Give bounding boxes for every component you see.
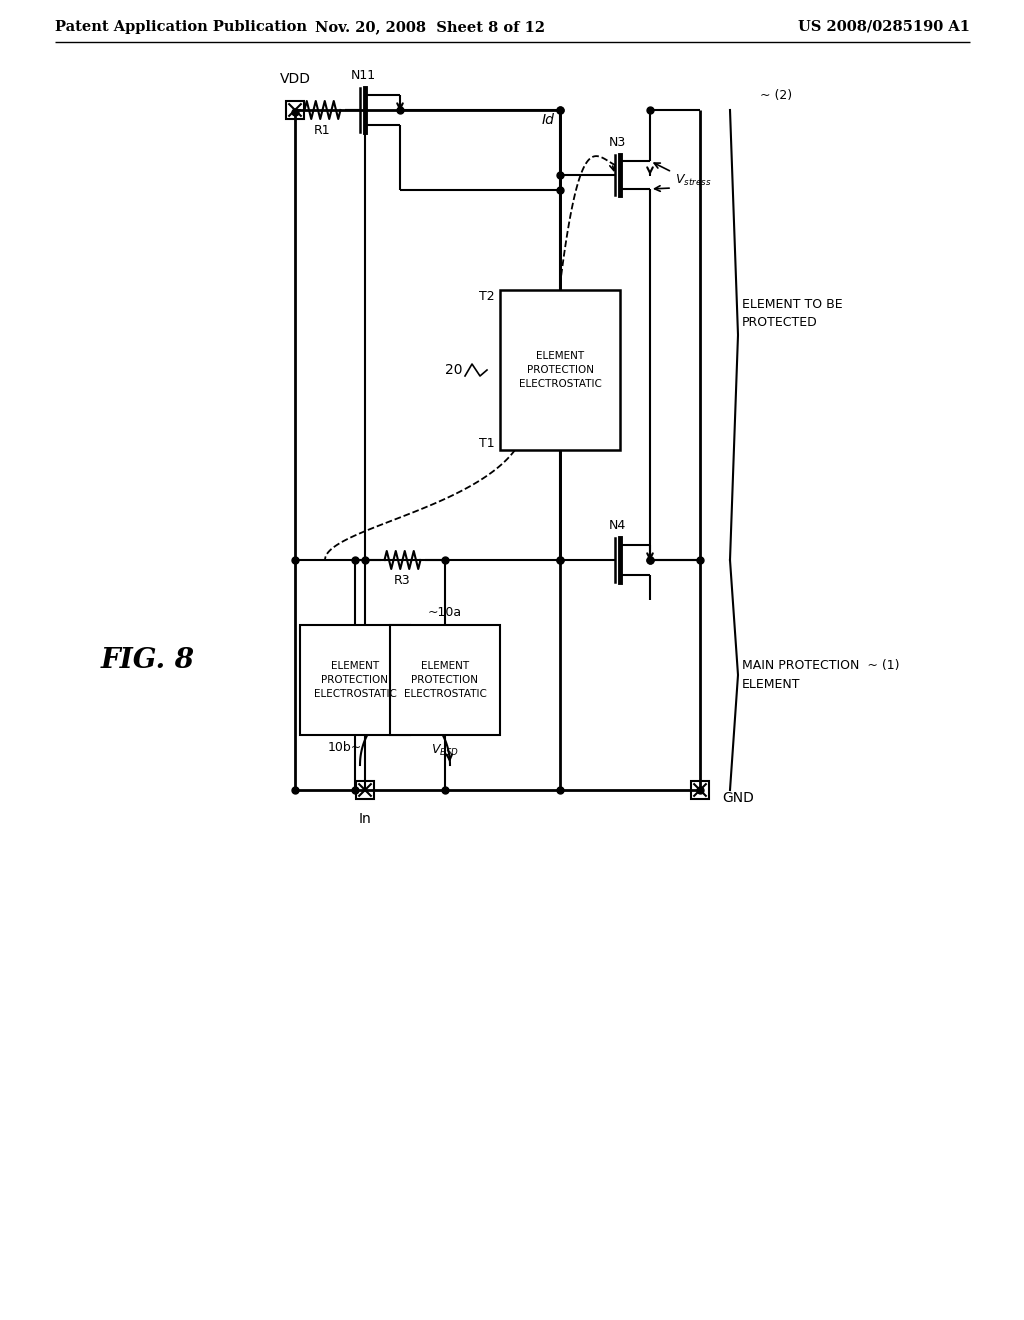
Bar: [300, 624, 410, 735]
Bar: [390, 624, 500, 735]
Text: GND: GND: [722, 791, 754, 805]
Bar: [356, 781, 374, 799]
Text: Patent Application Publication: Patent Application Publication: [55, 20, 307, 34]
Text: 20: 20: [444, 363, 462, 378]
Text: ELEMENT: ELEMENT: [742, 678, 801, 692]
Bar: [691, 781, 709, 799]
Text: 10b~: 10b~: [328, 741, 362, 754]
Text: ELECTROSTATIC: ELECTROSTATIC: [403, 689, 486, 700]
Text: $V_{stress}$: $V_{stress}$: [675, 173, 712, 187]
Text: ELECTROSTATIC: ELECTROSTATIC: [313, 689, 396, 700]
Text: ~10a: ~10a: [428, 606, 462, 619]
Text: FIG. 8: FIG. 8: [101, 647, 195, 673]
Text: ~ (2): ~ (2): [760, 88, 793, 102]
Text: VDD: VDD: [280, 73, 310, 86]
Text: MAIN PROTECTION  ~ (1): MAIN PROTECTION ~ (1): [742, 659, 899, 672]
Bar: [500, 290, 620, 450]
Text: PROTECTION: PROTECTION: [322, 675, 388, 685]
Text: ELEMENT TO BE: ELEMENT TO BE: [742, 298, 843, 312]
Text: Nov. 20, 2008  Sheet 8 of 12: Nov. 20, 2008 Sheet 8 of 12: [315, 20, 545, 34]
Text: N11: N11: [350, 69, 376, 82]
Text: PROTECTION: PROTECTION: [526, 366, 594, 375]
Text: ELEMENT: ELEMENT: [536, 351, 584, 360]
Text: US 2008/0285190 A1: US 2008/0285190 A1: [798, 20, 970, 34]
Text: $V_{ESD}$: $V_{ESD}$: [431, 743, 459, 758]
Text: R1: R1: [314, 124, 331, 137]
Text: N4: N4: [608, 519, 626, 532]
Text: ELEMENT: ELEMENT: [331, 661, 379, 671]
Text: In: In: [358, 812, 372, 826]
Text: PROTECTION: PROTECTION: [412, 675, 478, 685]
Text: Id: Id: [542, 114, 555, 127]
Text: PROTECTED: PROTECTED: [742, 317, 818, 330]
Bar: [286, 102, 304, 119]
Text: R3: R3: [394, 574, 411, 587]
Text: T1: T1: [479, 437, 495, 450]
Text: ELECTROSTATIC: ELECTROSTATIC: [518, 379, 601, 389]
Text: T2: T2: [479, 290, 495, 304]
Text: ELEMENT: ELEMENT: [421, 661, 469, 671]
Text: N3: N3: [608, 136, 626, 149]
